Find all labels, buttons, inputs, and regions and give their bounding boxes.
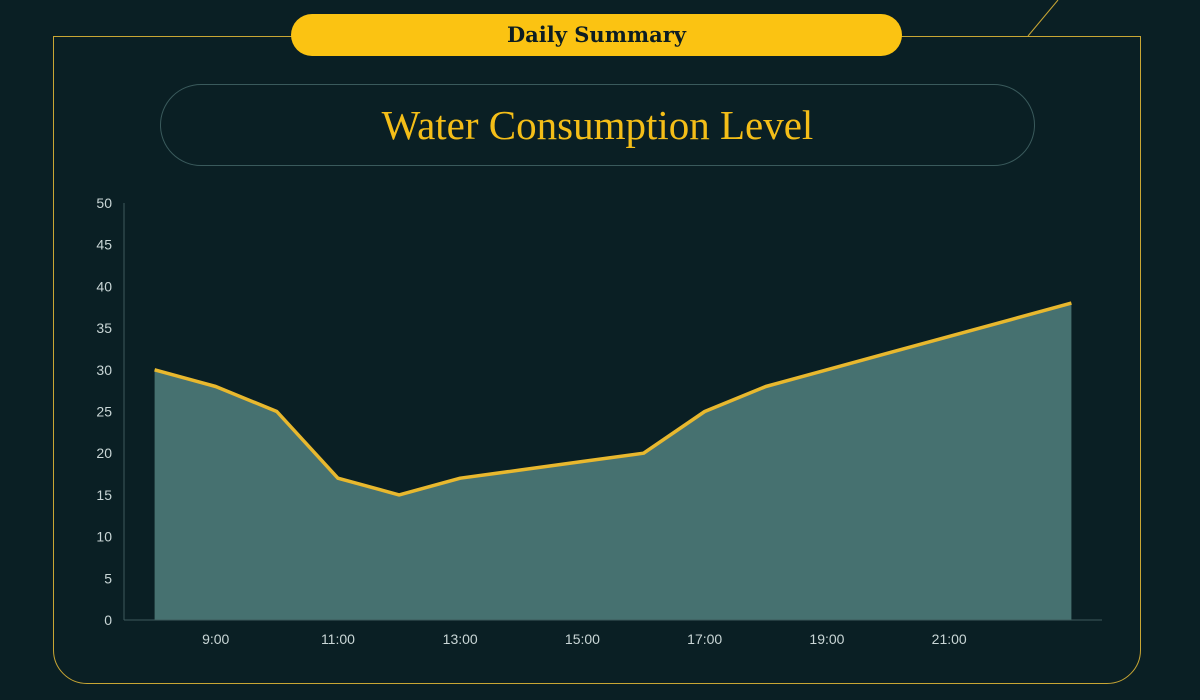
- x-tick-labels: 9:00 11:00 13:00 15:00 17:00 19:00 21:00: [202, 631, 967, 647]
- y-tick-label: 0: [104, 612, 112, 628]
- x-tick-label: 11:00: [321, 631, 355, 647]
- corner-accent-line: [1027, 0, 1059, 37]
- y-tick-label: 50: [96, 195, 112, 211]
- x-tick-label: 19:00: [809, 631, 844, 647]
- x-tick-label: 13:00: [443, 631, 478, 647]
- chart-title: Water Consumption Level: [381, 102, 814, 148]
- chart-title-pill: Water Consumption Level: [160, 84, 1035, 166]
- y-tick-labels: 0 5 10 15 20 25 30 35 40 45 50: [96, 195, 112, 628]
- y-tick-label: 15: [96, 487, 112, 503]
- x-tick-label: 15:00: [565, 631, 600, 647]
- y-tick-label: 35: [96, 320, 112, 336]
- y-tick-label: 40: [96, 278, 112, 294]
- series-line: [154, 301, 1072, 497]
- y-tick-label: 30: [96, 362, 112, 378]
- x-tick-label: 21:00: [932, 631, 967, 647]
- y-tick-label: 10: [96, 529, 112, 545]
- x-tick-label: 9:00: [202, 631, 229, 647]
- y-tick-label: 5: [104, 570, 112, 586]
- daily-summary-badge: Daily Summary: [291, 14, 902, 56]
- area-fill: [154, 303, 1072, 620]
- y-tick-label: 25: [96, 404, 112, 420]
- y-tick-label: 45: [96, 237, 112, 253]
- x-tick-label: 17:00: [687, 631, 722, 647]
- y-tick-label: 20: [96, 445, 112, 461]
- badge-label: Daily Summary: [506, 21, 687, 47]
